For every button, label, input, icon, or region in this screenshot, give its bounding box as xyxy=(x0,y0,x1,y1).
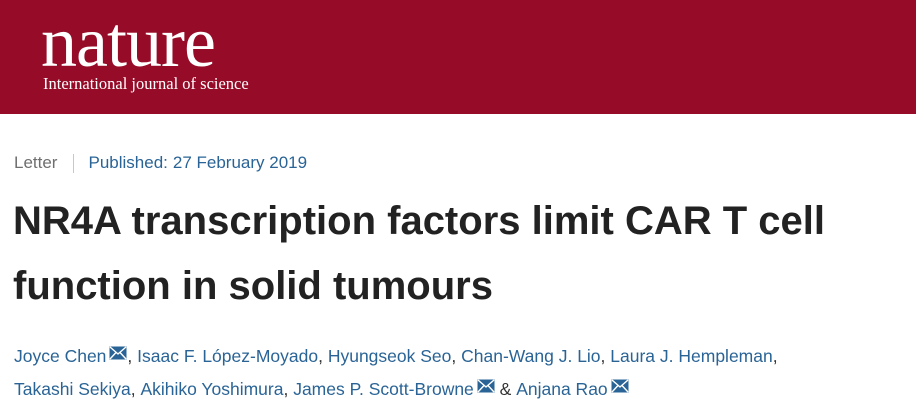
meta-divider xyxy=(73,153,75,173)
author-name[interactable]: James P. Scott-Browne xyxy=(293,379,474,399)
author-separator: , xyxy=(127,346,138,366)
author-name[interactable]: Chan-Wang J. Lio xyxy=(461,346,601,366)
article-meta: Letter Published: 27 February 2019 xyxy=(14,151,307,175)
author-name[interactable]: Isaac F. López-Moyado xyxy=(137,346,319,366)
author-separator: , xyxy=(772,346,778,366)
author-name[interactable]: Laura J. Hempleman xyxy=(610,346,773,366)
author-list: Takashi Sekiya, Akihiko Yoshimura, James… xyxy=(14,377,629,401)
mail-icon[interactable] xyxy=(109,346,127,360)
author-separator: , xyxy=(451,346,462,366)
author-name[interactable]: Hyungseok Seo xyxy=(327,346,452,366)
logo-tagline: International journal of science xyxy=(43,74,249,93)
author-separator: , xyxy=(318,346,328,366)
author-separator: & xyxy=(494,379,517,399)
masthead: nature International journal of science xyxy=(0,0,916,114)
article-title-line: NR4A transcription factors limit CAR T c… xyxy=(13,199,825,243)
author-separator: , xyxy=(283,379,294,399)
published-date: 27 February 2019 xyxy=(172,153,308,172)
mail-icon[interactable] xyxy=(477,379,495,393)
published-label: Published: xyxy=(88,153,168,172)
article-title-line: function in solid tumours xyxy=(13,264,493,308)
author-separator: , xyxy=(130,379,141,399)
author-name[interactable]: Anjana Rao xyxy=(516,379,608,399)
author-name[interactable]: Akihiko Yoshimura xyxy=(140,379,284,399)
mail-icon[interactable] xyxy=(611,379,629,393)
author-list: Joyce Chen, Isaac F. López-Moyado, Hyung… xyxy=(14,344,778,368)
nature-logo[interactable]: nature xyxy=(41,2,216,82)
author-name[interactable]: Joyce Chen xyxy=(14,346,107,366)
author-separator: , xyxy=(600,346,611,366)
article-type: Letter xyxy=(14,153,58,172)
author-name[interactable]: Takashi Sekiya xyxy=(14,379,131,399)
